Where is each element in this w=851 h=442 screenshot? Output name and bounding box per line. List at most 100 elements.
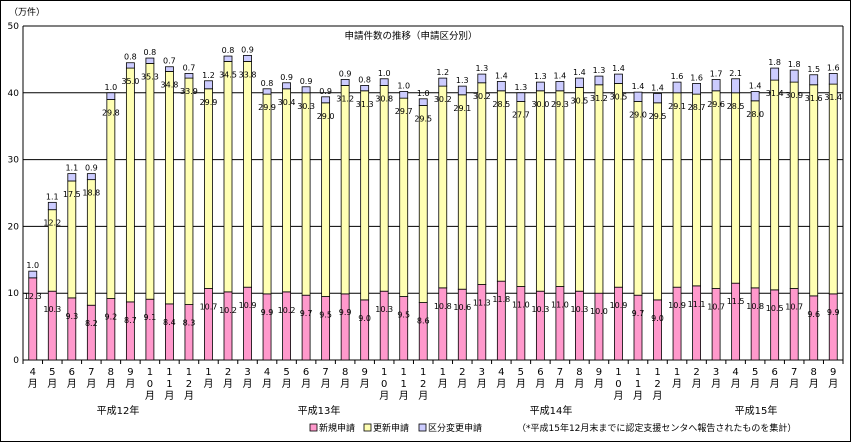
bar-新規申請-10 bbox=[223, 291, 233, 361]
value-label-更新申請-8: 33.9 bbox=[180, 87, 198, 96]
axes bbox=[22, 26, 844, 364]
x-label-14-1: 月 bbox=[301, 378, 311, 390]
chart-title: 申請件数の推移（申請区分別） bbox=[344, 30, 477, 42]
x-label-25-1: 月 bbox=[516, 378, 526, 390]
value-label-更新申請-26: 30.0 bbox=[531, 100, 549, 109]
x-label-28-1: 月 bbox=[574, 378, 584, 390]
bar-新規申請-12 bbox=[262, 293, 272, 361]
value-label-新規申請-16: 9.9 bbox=[339, 308, 352, 317]
value-label-更新申請-35: 29.6 bbox=[707, 100, 725, 109]
x-label-8-0: 1 bbox=[186, 367, 192, 378]
bar-新規申請-4 bbox=[106, 298, 116, 361]
value-label-新規申請-15: 9.5 bbox=[319, 311, 332, 320]
value-label-更新申請-14: 30.3 bbox=[297, 102, 315, 111]
bar-更新申請-39 bbox=[789, 81, 799, 289]
x-label-31-1: 1 bbox=[635, 379, 641, 390]
value-label-更新申請-6: 35.3 bbox=[141, 72, 159, 81]
x-label-16-0: 8 bbox=[342, 367, 348, 378]
bars bbox=[28, 54, 838, 361]
legend: 新規申請 更新申請 区分変更申請 bbox=[309, 422, 482, 434]
x-label-12-0: 4 bbox=[264, 367, 270, 378]
value-label-更新申請-16: 31.2 bbox=[336, 94, 354, 103]
x-label-37-0: 5 bbox=[752, 367, 758, 378]
value-label-区分変更申請-7: 0.7 bbox=[163, 57, 176, 66]
value-label-新規申請-2: 9.3 bbox=[65, 312, 78, 321]
bar-区分変更申請-3 bbox=[86, 173, 96, 181]
bar-新規申請-38 bbox=[770, 289, 780, 361]
bar-区分変更申請-13 bbox=[282, 82, 291, 90]
x-label-0-0: 4 bbox=[30, 367, 36, 378]
x-label-1-1: 月 bbox=[47, 378, 57, 390]
x-label-30-2: 月 bbox=[613, 390, 623, 402]
bar-更新申請-31 bbox=[633, 101, 643, 296]
x-label-23-0: 3 bbox=[479, 367, 485, 378]
bar-区分変更申請-1 bbox=[47, 201, 57, 211]
bar-更新申請-25 bbox=[516, 101, 526, 287]
bar-新規申請-13 bbox=[282, 291, 291, 361]
value-label-更新申請-22: 29.1 bbox=[453, 104, 471, 113]
bar-新規申請-17 bbox=[360, 299, 370, 361]
value-label-区分変更申請-13: 0.9 bbox=[280, 73, 293, 82]
x-label-29-0: 9 bbox=[596, 367, 602, 378]
y-axis-title: （万件） bbox=[9, 6, 45, 18]
y-tick-label-0: 0 bbox=[13, 356, 19, 366]
x-label-41-0: 9 bbox=[830, 367, 836, 378]
bar-区分変更申請-10 bbox=[223, 55, 233, 62]
x-label-31-0: 1 bbox=[635, 367, 641, 378]
bar-区分変更申請-14 bbox=[301, 86, 311, 94]
bar-区分変更申請-6 bbox=[145, 57, 155, 64]
bar-区分変更申請-37 bbox=[750, 91, 760, 102]
x-label-32-2: 月 bbox=[653, 390, 663, 402]
bar-更新申請-24 bbox=[496, 90, 506, 282]
x-label-20-2: 月 bbox=[418, 390, 428, 402]
value-label-新規申請-36: 11.5 bbox=[727, 297, 745, 306]
bar-更新申請-17 bbox=[360, 90, 370, 301]
bar-区分変更申請-32 bbox=[653, 93, 662, 104]
year-label-1: 平成13年 bbox=[298, 404, 341, 417]
value-label-新規申請-12: 9.9 bbox=[261, 308, 274, 317]
value-label-更新申請-29: 31.2 bbox=[590, 94, 608, 103]
x-label-1-0: 5 bbox=[49, 367, 55, 378]
bar-新規申請-23 bbox=[477, 284, 487, 361]
bar-新規申請-1 bbox=[47, 290, 57, 361]
value-label-新規申請-7: 8.4 bbox=[163, 318, 176, 327]
legend-swatch-1 bbox=[363, 423, 372, 432]
value-label-更新申請-3: 18.8 bbox=[82, 189, 100, 198]
value-label-区分変更申請-25: 1.3 bbox=[514, 83, 527, 92]
x-label-8-1: 2 bbox=[186, 379, 192, 390]
value-label-更新申請-10: 34.5 bbox=[219, 70, 237, 79]
value-label-更新申請-25: 27.7 bbox=[512, 110, 530, 119]
x-label-28-0: 8 bbox=[576, 367, 582, 378]
value-label-新規申請-21: 10.8 bbox=[434, 302, 452, 311]
bar-新規申請-7 bbox=[165, 303, 174, 361]
value-label-新規申請-22: 10.6 bbox=[453, 303, 471, 312]
bar-区分変更申請-7 bbox=[165, 66, 174, 72]
y-tick-label-10: 10 bbox=[8, 289, 20, 299]
y-tick-label-50: 50 bbox=[8, 22, 20, 32]
bar-区分変更申請-31 bbox=[633, 91, 643, 102]
y-tick-label-30: 30 bbox=[8, 156, 20, 166]
value-label-更新申請-39: 30.9 bbox=[785, 91, 803, 100]
value-label-区分変更申請-15: 0.9 bbox=[319, 87, 332, 96]
x-label-10-0: 2 bbox=[225, 367, 231, 378]
bar-更新申請-19 bbox=[399, 97, 409, 297]
x-label-21-1: 月 bbox=[438, 378, 448, 390]
value-label-新規申請-38: 10.5 bbox=[766, 304, 784, 313]
x-label-35-0: 3 bbox=[713, 367, 719, 378]
bar-区分変更申請-9 bbox=[204, 80, 213, 90]
bar-新規申請-26 bbox=[535, 290, 545, 361]
bar-新規申請-18 bbox=[379, 290, 389, 361]
value-label-区分変更申請-27: 1.4 bbox=[554, 71, 567, 80]
bar-新規申請-36 bbox=[731, 282, 741, 361]
x-label-34-1: 月 bbox=[692, 378, 702, 390]
value-label-更新申請-12: 29.9 bbox=[258, 103, 276, 112]
value-label-新規申請-24: 11.8 bbox=[492, 295, 510, 304]
value-label-更新申請-36: 28.5 bbox=[727, 102, 745, 111]
x-label-4-1: 月 bbox=[106, 378, 116, 390]
bar-更新申請-8 bbox=[184, 77, 194, 305]
x-label-23-1: 月 bbox=[477, 378, 487, 390]
value-label-更新申請-17: 31.3 bbox=[356, 100, 374, 109]
bar-新規申請-14 bbox=[301, 294, 311, 361]
x-label-12-1: 月 bbox=[262, 378, 272, 390]
bar-区分変更申請-17 bbox=[360, 85, 370, 92]
